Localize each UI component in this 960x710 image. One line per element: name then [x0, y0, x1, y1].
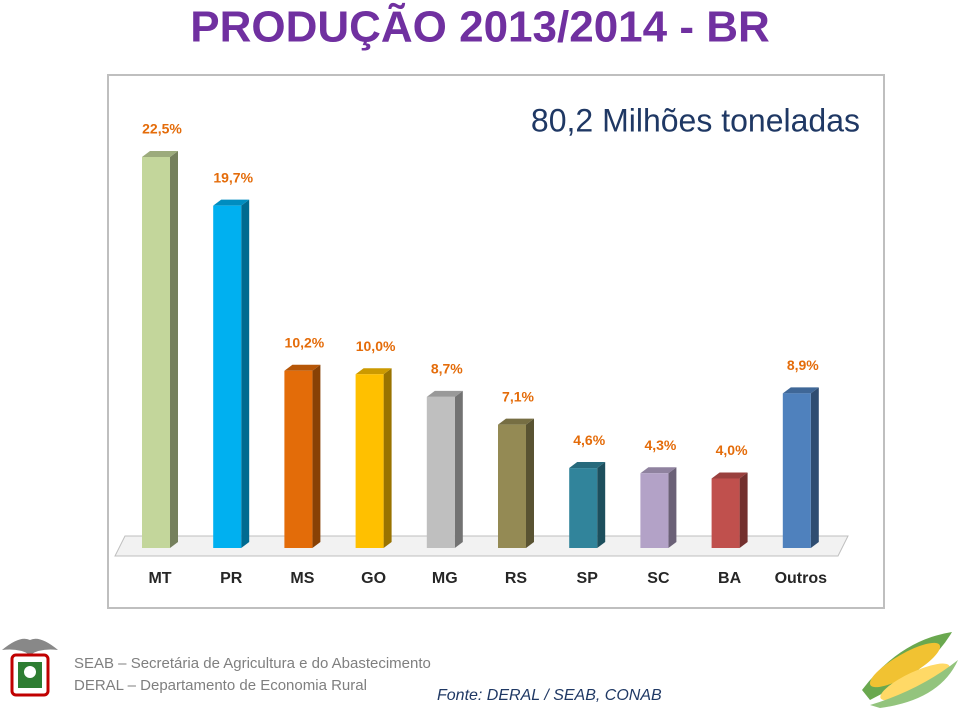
bar-side [454, 390, 463, 548]
value-label: 8,7% [431, 361, 463, 377]
chart-subtitle: 80,2 Milhões toneladas [531, 102, 860, 138]
bar-top [640, 467, 677, 474]
value-label: 4,0% [716, 442, 748, 458]
value-label: 7,1% [502, 388, 534, 404]
bar-top [711, 472, 748, 479]
x-tick-label: MS [290, 570, 314, 587]
bar-top [569, 462, 606, 469]
bar-side [810, 387, 819, 548]
value-label: 10,2% [285, 334, 325, 350]
bar [213, 205, 242, 548]
value-label: 19,7% [213, 169, 253, 185]
bar-side [241, 199, 250, 548]
value-label: 22,5% [142, 121, 182, 137]
bar [640, 473, 669, 548]
footer: SEAB – Secretária de Agricultura e do Ab… [2, 632, 958, 708]
x-tick-label: SC [647, 570, 670, 587]
bar [142, 157, 170, 548]
slide-title: PRODUÇÃO 2013/2014 - BR [190, 2, 770, 52]
bar-top [213, 199, 250, 206]
bar [498, 424, 526, 548]
x-tick-label: MT [148, 570, 171, 587]
bar-top [355, 368, 392, 375]
bar [426, 396, 455, 548]
footer-source: Fonte: DERAL / SEAB, CONAB [437, 687, 662, 704]
value-label: 10,0% [356, 338, 396, 354]
bar [284, 370, 313, 548]
bar [355, 374, 384, 548]
bar-side [526, 418, 534, 548]
bar [782, 393, 811, 548]
bar [569, 468, 598, 548]
x-tick-label: Outros [775, 570, 828, 587]
bar-side [739, 472, 748, 548]
footer-line: DERAL – Departamento de Economia Rural [74, 677, 367, 694]
bar-top [782, 387, 819, 394]
bar-top [426, 390, 463, 397]
x-tick-label: MG [432, 570, 458, 587]
x-tick-label: PR [220, 570, 243, 587]
value-label: 8,9% [787, 357, 819, 373]
bar [711, 478, 740, 548]
value-label: 4,6% [573, 432, 605, 448]
seab-logo [2, 638, 58, 697]
bar-side [668, 467, 677, 548]
bar-top [284, 364, 321, 371]
bar-side [170, 151, 178, 548]
x-tick-label: BA [718, 570, 742, 587]
bar-side [312, 364, 321, 548]
x-tick-label: GO [361, 570, 386, 587]
x-tick-label: RS [505, 570, 528, 587]
corn-image [862, 632, 958, 708]
bar-top [142, 151, 178, 157]
value-label: 4,3% [644, 437, 676, 453]
bar-side [383, 368, 392, 548]
x-tick-label: SP [577, 570, 599, 587]
bar-top [498, 418, 534, 425]
footer-line: SEAB – Secretária de Agricultura e do Ab… [74, 655, 431, 672]
bar-side [597, 462, 606, 548]
